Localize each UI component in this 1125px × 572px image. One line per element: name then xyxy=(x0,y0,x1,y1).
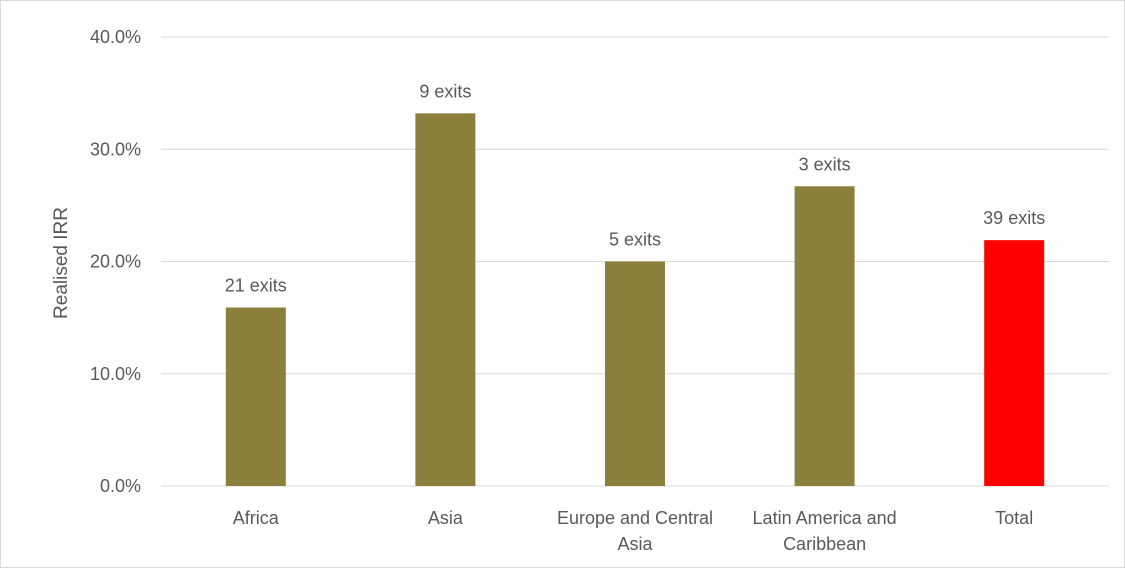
bar xyxy=(605,261,665,486)
bar xyxy=(415,113,476,486)
x-category-label: Asia xyxy=(428,508,464,528)
y-tick-label: 20.0% xyxy=(90,252,141,272)
x-category-label: Europe and Central Asia xyxy=(557,508,713,554)
data-labels: 21 exits 9 exits 5 exits 3 exits 39 exits xyxy=(225,81,1045,295)
bar xyxy=(984,240,1045,486)
y-tick-label: 40.0% xyxy=(90,27,141,47)
bars xyxy=(225,113,1045,487)
y-tick-label: 0.0% xyxy=(100,476,141,496)
data-label: 21 exits xyxy=(225,276,287,296)
y-tick-label: 30.0% xyxy=(90,139,141,159)
x-axis-category-labels: Africa Asia Europe and Central Asia Latin Am… xyxy=(233,508,1033,554)
y-axis-title: Realised IRR xyxy=(51,207,72,319)
x-category-label: Latin America and Caribbean xyxy=(753,508,897,554)
data-label: 9 exits xyxy=(419,81,471,101)
y-tick-label: 10.0% xyxy=(90,364,141,384)
y-axis-tick-labels: 0.0% 10.0% 20.0% 30.0% 40.0% xyxy=(90,27,141,496)
data-label: 5 exits xyxy=(609,230,661,250)
x-category-label: Africa xyxy=(233,508,280,528)
data-label: 3 exits xyxy=(799,154,851,174)
x-category-label: Total xyxy=(995,508,1033,528)
data-label: 39 exits xyxy=(983,208,1045,228)
bar xyxy=(794,186,855,487)
bar xyxy=(225,307,286,486)
